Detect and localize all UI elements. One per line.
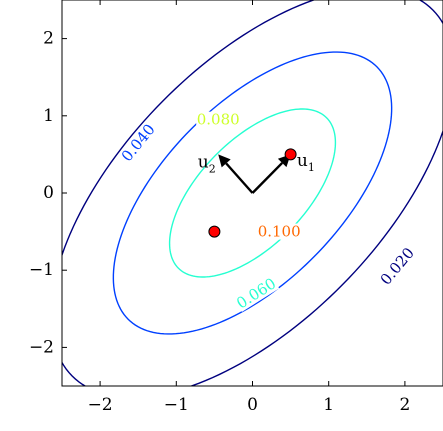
y-tick-label-3: 1 — [43, 106, 54, 126]
x-tick-label-3: 1 — [323, 395, 334, 415]
contour-label-bg-4 — [257, 223, 302, 240]
contour-label-bg-1 — [118, 120, 159, 165]
data-point-1 — [208, 225, 221, 238]
contour-line-0 — [62, 0, 443, 386]
contour-label-bg-0 — [377, 244, 418, 289]
vector-shaft-1 — [225, 162, 254, 194]
vector-shaft-0 — [251, 162, 284, 194]
sample-points — [208, 148, 297, 238]
x-tick-label-1: −1 — [164, 395, 189, 415]
contour-label-0: 0.020 — [377, 244, 418, 288]
y-tick-label-1: −1 — [29, 260, 54, 280]
contour-label-bg-3 — [196, 111, 241, 128]
y-tick-label-2: 0 — [43, 183, 54, 203]
y-tick-label-0: −2 — [29, 337, 54, 357]
data-point-0 — [284, 148, 297, 161]
contour-label-1: 0.040 — [118, 120, 159, 165]
contour-lines — [62, 0, 443, 386]
contour-label-bg-2 — [233, 274, 280, 312]
vector-label-0: u1 — [297, 151, 315, 174]
x-tick-label-2: 0 — [247, 395, 258, 415]
contour-label-2: 0.060 — [233, 274, 279, 312]
contour-line-1 — [112, 51, 393, 335]
x-tick-label-4: 2 — [399, 395, 410, 415]
vector-head-1 — [218, 154, 231, 168]
x-tick-label-0: −2 — [88, 395, 113, 415]
principal-vectors: u1 u2 — [198, 151, 315, 194]
contour-label-3: 0.080 — [197, 111, 240, 129]
contour-labels: 0.020 0.040 0.060 0.080 0.100 — [118, 111, 418, 313]
y-tick-label-4: 2 — [43, 29, 54, 49]
vector-label-1: u2 — [198, 153, 216, 176]
contour-line-2 — [168, 108, 337, 278]
contour-label-4: 0.100 — [258, 223, 301, 241]
axes: −2 −1 0 1 2 −2 −1 0 1 2 — [29, 0, 410, 415]
